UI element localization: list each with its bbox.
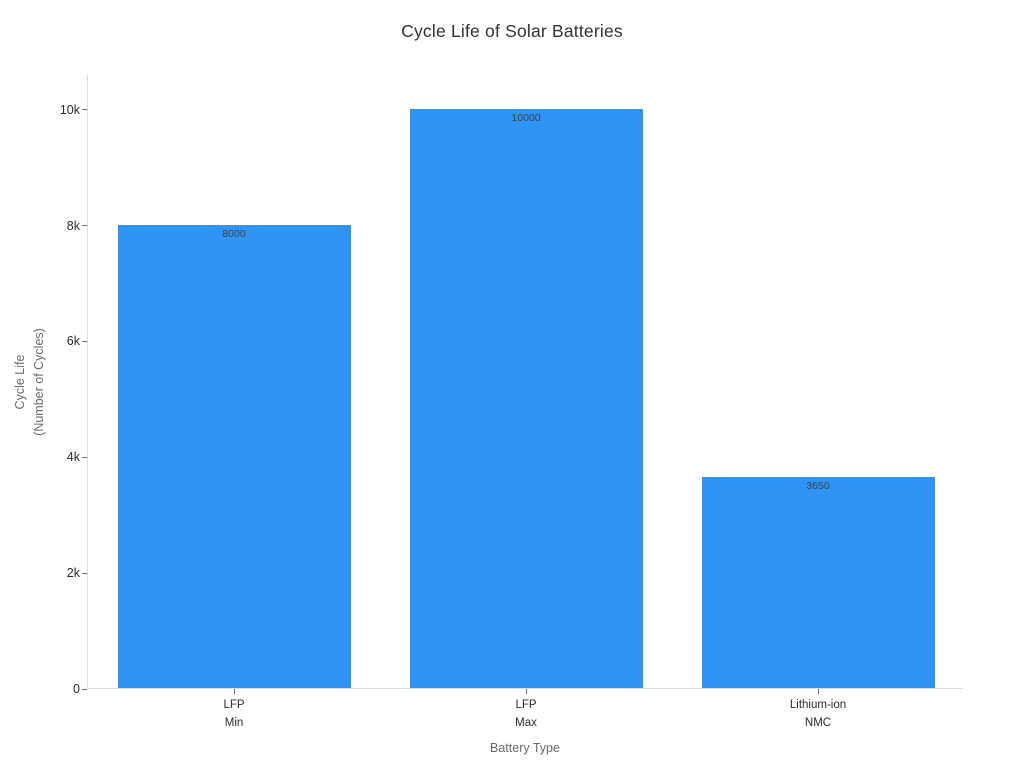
- y-tick-label: 4k: [66, 450, 80, 465]
- y-axis-title-line1: Cycle Life: [13, 354, 27, 410]
- x-tick: [233, 689, 235, 694]
- bar-value-label: 8000: [222, 227, 246, 240]
- bar[interactable]: 8000: [117, 224, 351, 688]
- x-tick-label-line: NMC: [804, 716, 832, 729]
- x-tick-label-line: Lithium-ion: [789, 699, 847, 711]
- bar-value-label: 10000: [511, 111, 541, 124]
- x-tick-label: LFP Min: [164, 697, 304, 732]
- y-tick: [82, 340, 87, 342]
- x-tick: [817, 689, 819, 694]
- y-tick: [82, 688, 87, 690]
- x-tick-label: Lithium-ion NMC: [748, 697, 888, 732]
- x-tick-label-line: LFP: [515, 699, 537, 711]
- bar-value-label: 3650: [806, 479, 830, 492]
- y-tick: [82, 225, 87, 227]
- y-tick-label: 6k: [66, 334, 80, 349]
- bar[interactable]: 3650: [701, 476, 935, 688]
- x-axis-title: Battery Type: [490, 741, 560, 755]
- x-tick-label-line: LFP: [223, 699, 245, 711]
- y-tick-label: 2k: [66, 566, 80, 581]
- y-tick: [82, 109, 87, 111]
- x-tick: [525, 689, 527, 694]
- y-tick-label: 0: [73, 682, 80, 696]
- y-tick-label: 8k: [66, 218, 80, 233]
- bar[interactable]: 10000: [409, 108, 643, 688]
- chart-title: Cycle Life of Solar Batteries: [401, 21, 623, 41]
- y-tick: [82, 456, 87, 458]
- plot-area: 0 2k 4k 6k 8k 10k 8000 LFP Min 10000 LFP Max 3650 Lit…: [60, 75, 963, 729]
- y-tick-label: 10k: [59, 102, 80, 117]
- x-tick-label: LFP Max: [456, 697, 596, 732]
- y-tick: [82, 572, 87, 574]
- x-tick-label-line: Min: [224, 716, 244, 729]
- x-tick-label-line: Max: [515, 716, 537, 729]
